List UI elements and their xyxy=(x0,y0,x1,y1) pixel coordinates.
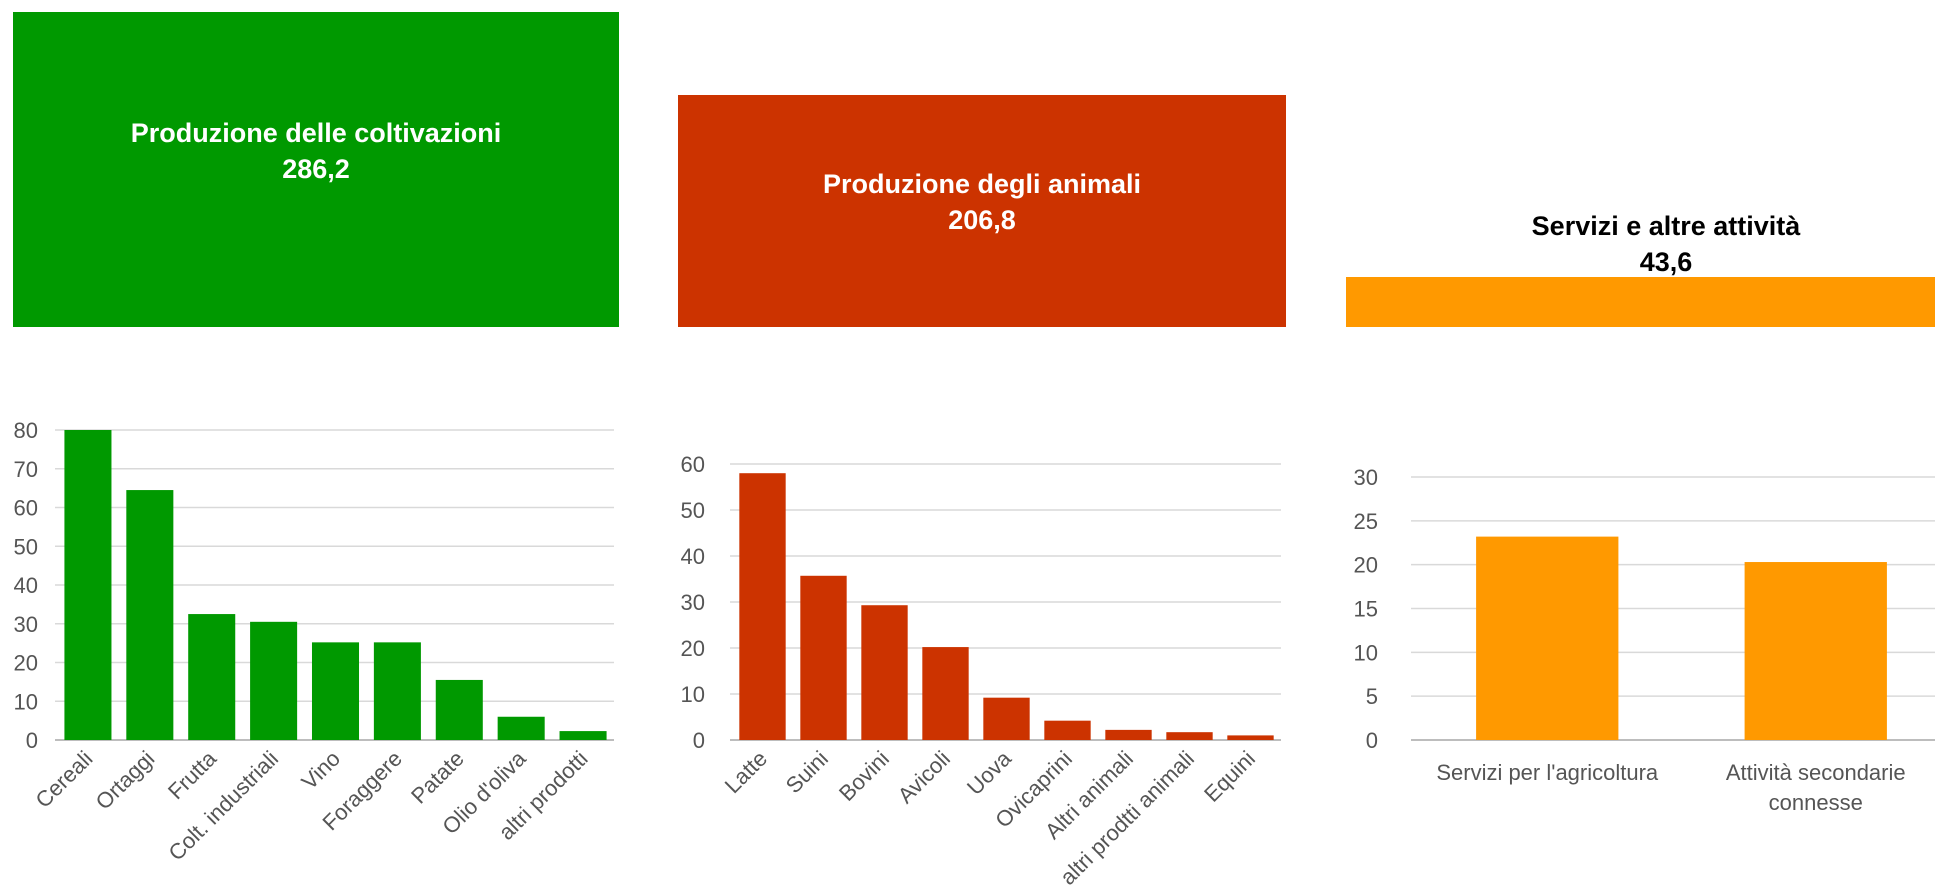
bar xyxy=(1044,720,1091,740)
x-tick-label: Cereali xyxy=(31,746,98,813)
y-tick-label: 0 xyxy=(26,728,38,753)
x-tick-label: Ortaggi xyxy=(91,746,160,815)
services-banner-label: Servizi e altre attività 43,6 xyxy=(1346,208,1935,278)
bar xyxy=(188,614,236,740)
y-tick-label: 40 xyxy=(14,573,38,598)
bar xyxy=(983,697,1030,740)
y-tick-label: 0 xyxy=(693,728,705,753)
bar xyxy=(559,731,607,740)
animals-banner-value: 206,8 xyxy=(948,205,1016,235)
y-tick-label: 50 xyxy=(14,534,38,559)
animals-banner-title: Produzione degli animali xyxy=(822,169,1142,199)
bar xyxy=(1105,729,1152,740)
bar xyxy=(1227,735,1274,740)
y-tick-label: 15 xyxy=(1354,597,1378,622)
x-tick-label: Equini xyxy=(1199,746,1260,807)
y-tick-label: 70 xyxy=(14,457,38,482)
x-tick-label: Uova xyxy=(962,745,1017,800)
y-tick-label: 5 xyxy=(1366,684,1378,709)
bar xyxy=(922,647,969,740)
bar xyxy=(435,679,483,740)
bar xyxy=(1476,536,1619,740)
x-tick-label: Attività secondarie connesse xyxy=(1726,760,1906,815)
bar xyxy=(126,490,174,740)
y-tick-label: 30 xyxy=(681,590,705,615)
y-tick-label: 60 xyxy=(14,496,38,521)
x-tick-label: Frutta xyxy=(163,745,222,804)
x-tick-label: Servizi per l'agricoltura xyxy=(1436,760,1659,785)
x-tick-label: Latte xyxy=(720,746,772,798)
services-banner-bar xyxy=(1346,277,1935,327)
y-tick-label: 60 xyxy=(681,452,705,477)
y-tick-label: 10 xyxy=(14,689,38,714)
bar xyxy=(311,642,360,740)
y-tick-label: 20 xyxy=(1354,553,1378,578)
x-tick-label: Colt. industriali xyxy=(163,746,283,866)
services-bar-chart: 0 5 10 15 20 25 30 Servizi per l'agricoltura Att… xyxy=(1354,465,1935,815)
bar xyxy=(861,605,908,740)
y-tick-label: 0 xyxy=(1366,728,1378,753)
bar xyxy=(373,642,421,740)
bar xyxy=(497,716,545,740)
crops-banner: Produzione delle coltivazioni 286,2 xyxy=(13,12,619,327)
x-tick-label: Avicoli xyxy=(893,746,955,808)
x-tick-label: Suini xyxy=(781,746,833,798)
bar xyxy=(1744,562,1887,740)
y-tick-label: 20 xyxy=(14,651,38,676)
bar xyxy=(739,473,786,740)
services-banner-title: Servizi e altre attività xyxy=(1531,211,1801,241)
bar xyxy=(250,621,298,740)
animals-banner: Produzione degli animali 206,8 xyxy=(678,95,1286,327)
crops-banner-value: 286,2 xyxy=(282,153,350,184)
y-tick-label: 50 xyxy=(681,498,705,523)
x-tick-label: Vino xyxy=(296,746,345,795)
y-tick-label: 10 xyxy=(681,682,705,707)
bar xyxy=(1166,732,1213,740)
crops-banner-title: Produzione delle coltivazioni xyxy=(130,117,502,148)
y-tick-label: 30 xyxy=(14,612,38,637)
bar xyxy=(800,575,847,740)
y-tick-label: 25 xyxy=(1354,509,1378,534)
bar xyxy=(64,430,112,740)
x-tick-label: Bovini xyxy=(834,746,894,806)
y-tick-label: 80 xyxy=(14,418,38,443)
y-tick-label: 20 xyxy=(681,636,705,661)
y-tick-label: 10 xyxy=(1354,640,1378,665)
y-tick-label: 30 xyxy=(1354,465,1378,490)
services-banner-value: 43,6 xyxy=(1639,247,1693,277)
y-tick-label: 40 xyxy=(681,544,705,569)
